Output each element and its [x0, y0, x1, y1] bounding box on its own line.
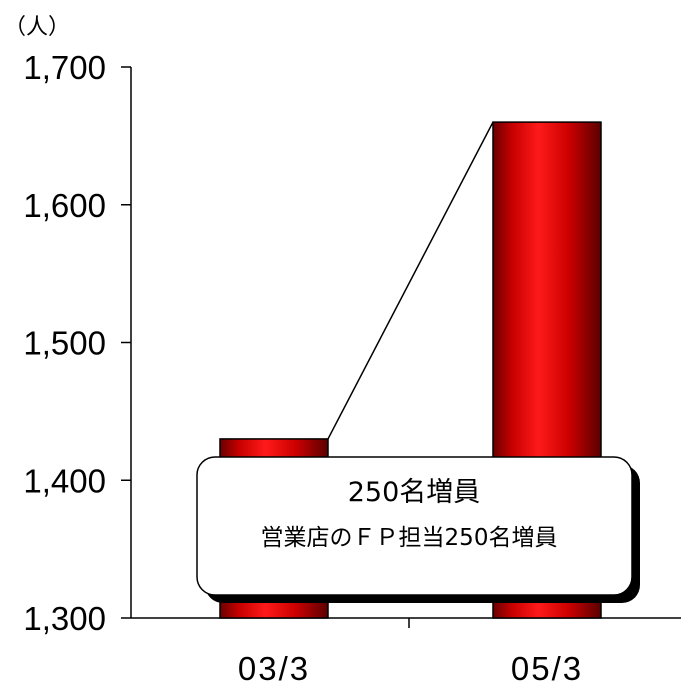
y-tick-label: 1,300 [23, 600, 106, 637]
y-tick-label: 1,600 [23, 187, 106, 224]
x-labels: 03/3 05/3 [238, 650, 583, 687]
connector-line [327, 121, 494, 440]
x-category-label: 05/3 [511, 650, 583, 687]
callout-subtitle: 営業店のＦＰ担当250名増員 [261, 525, 558, 551]
y-tick-label: 1,500 [23, 325, 106, 362]
y-tick-label: 1,700 [23, 49, 106, 86]
x-category-label: 03/3 [238, 650, 310, 687]
y-ticks: 1,300 1,400 1,500 1,600 1,700 [23, 49, 131, 637]
callout-box: 250名増員 営業店のＦＰ担当250名増員 [196, 456, 640, 603]
y-unit-label: （人） [4, 15, 70, 40]
callout-title: 250名増員 [348, 477, 481, 508]
y-tick-label: 1,400 [23, 462, 106, 499]
callout-body [196, 456, 633, 596]
